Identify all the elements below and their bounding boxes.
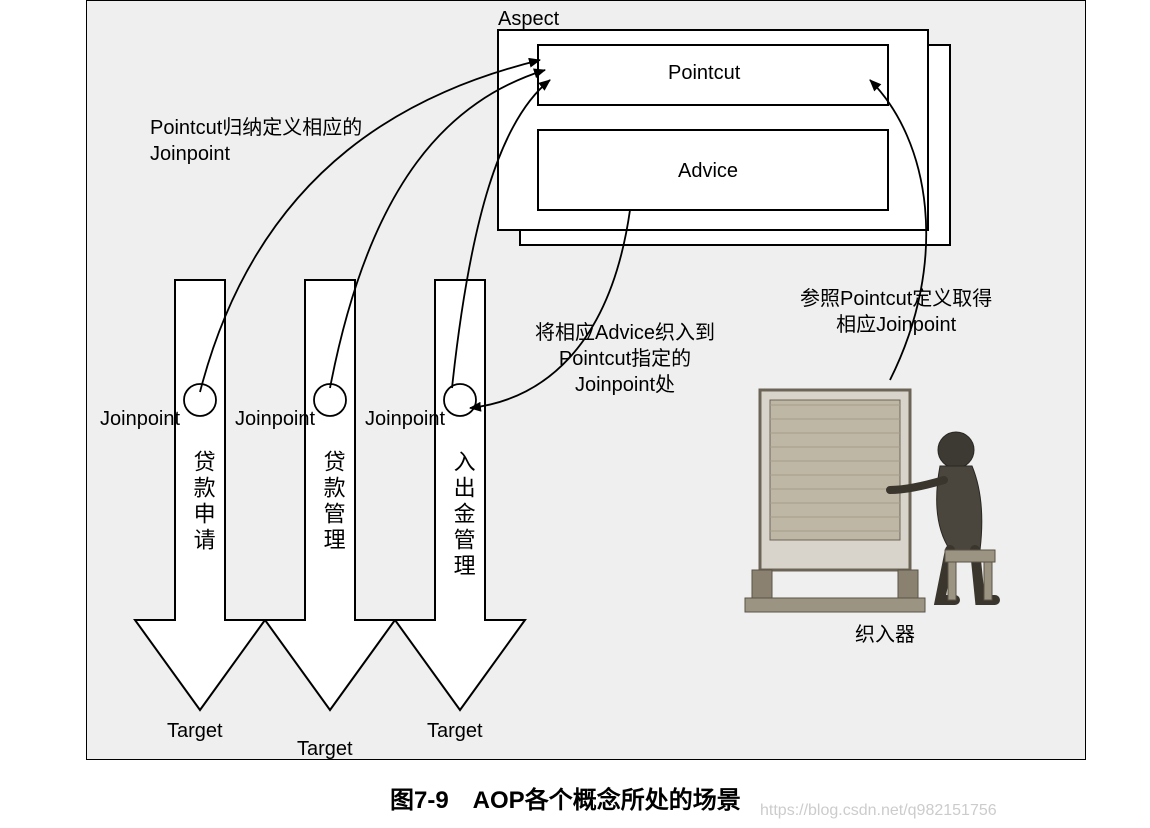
target-label-1: Target [297, 736, 353, 762]
target-label-2: Target [427, 718, 483, 744]
weaver-label: 织入器 [855, 622, 915, 648]
joinpoint-label-1: Joinpoint [235, 406, 315, 432]
advice-weave-label: 将相应Advice织入到 Pointcut指定的 Joinpoint处 [535, 320, 715, 398]
pointcut-box-label: Pointcut [668, 60, 740, 86]
pointcut-ref-label: 参照Pointcut定义取得 相应Joinpoint [800, 286, 992, 338]
target-label-0: Target [167, 718, 223, 744]
advice-box-label: Advice [678, 158, 738, 184]
joinpoint-label-2: Joinpoint [365, 406, 445, 432]
watermark: https://blog.csdn.net/q982151756 [760, 802, 997, 820]
target-arrow-text-2: 入出金管理 [448, 450, 477, 580]
target-arrow-text-0: 贷款申请 [188, 450, 217, 554]
target-arrow-text-1: 贷款管理 [318, 450, 347, 554]
aspect-title: Aspect [498, 6, 559, 32]
figure-caption: 图7-9 AOP各个概念所处的场景 [390, 780, 741, 815]
joinpoint-label-0: Joinpoint [100, 406, 180, 432]
pointcut-def-label: Pointcut归纳定义相应的 Joinpoint [150, 115, 362, 167]
diagram-canvas: Aspect Pointcut归纳定义相应的 Joinpoint 将相应Advi… [0, 0, 1150, 828]
